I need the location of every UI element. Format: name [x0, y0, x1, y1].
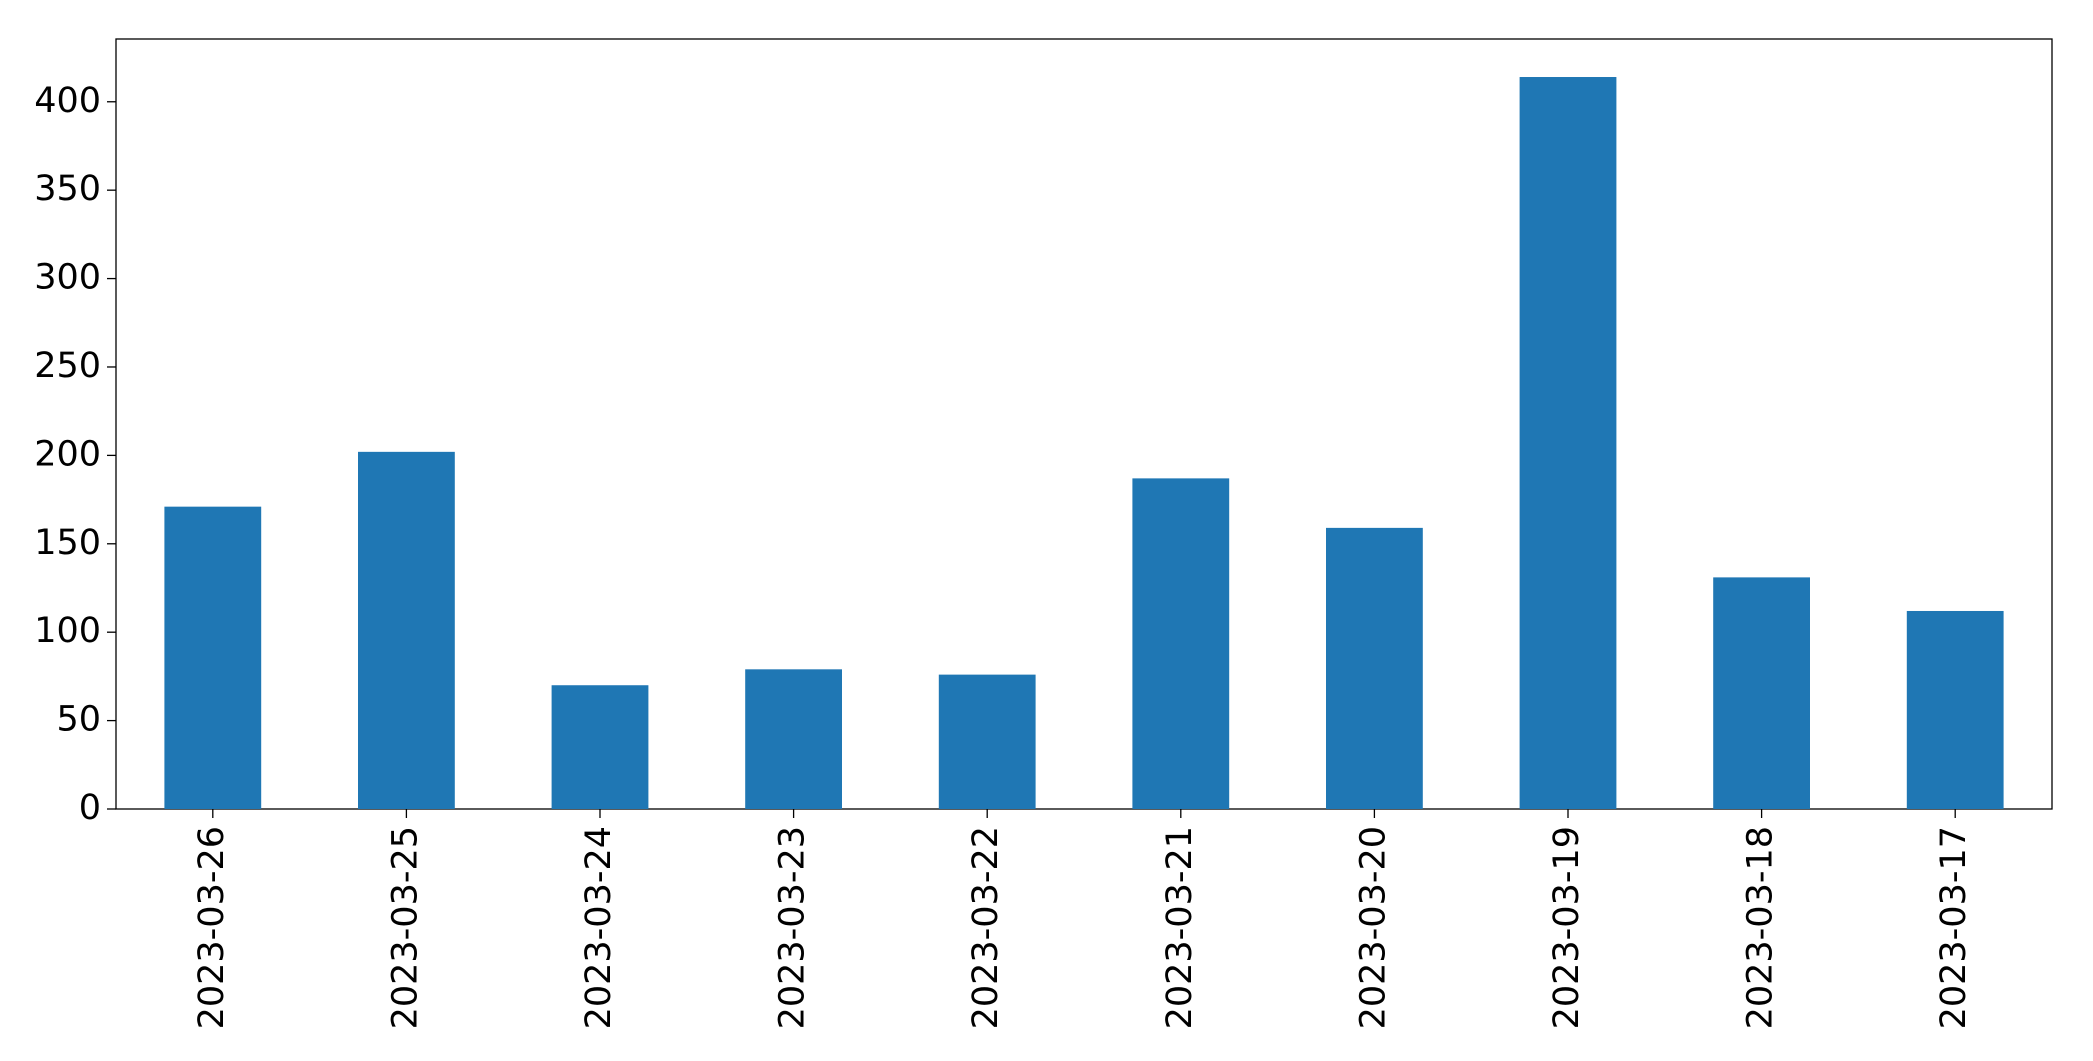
bar: [164, 506, 262, 809]
y-tick-label: 350: [34, 169, 101, 209]
bar: [745, 669, 842, 809]
y-tick-label: 300: [34, 258, 101, 298]
bar: [1132, 478, 1230, 809]
x-tick-label: 2023-03-19: [1547, 826, 1587, 1029]
y-tick-label: 0: [79, 788, 101, 828]
bar: [938, 674, 1036, 809]
x-tick-label: 2023-03-24: [579, 826, 619, 1029]
y-tick-label: 100: [34, 611, 101, 651]
bar: [1519, 77, 1617, 809]
y-tick-label: 400: [34, 81, 101, 121]
bar: [1906, 610, 2004, 809]
plot-frame: [115, 38, 2053, 810]
bar: [1713, 577, 1810, 809]
bar: [1326, 527, 1423, 809]
x-tick-label: 2023-03-18: [1741, 826, 1781, 1029]
y-tick-label: 250: [34, 346, 101, 386]
bar: [551, 685, 649, 809]
y-tick-label: 150: [34, 523, 101, 563]
x-tick-label: 2023-03-23: [773, 826, 813, 1029]
x-tick-label: 2023-03-17: [1934, 826, 1974, 1029]
x-tick-label: 2023-03-21: [1160, 826, 1200, 1029]
x-tick-label: 2023-03-25: [385, 826, 425, 1029]
y-tick-label: 200: [34, 434, 101, 474]
x-tick-label: 2023-03-22: [966, 826, 1006, 1029]
x-tick-label: 2023-03-20: [1353, 826, 1393, 1029]
bar: [358, 451, 455, 809]
y-tick-label: 50: [56, 700, 101, 740]
x-tick-label: 2023-03-26: [192, 826, 232, 1029]
